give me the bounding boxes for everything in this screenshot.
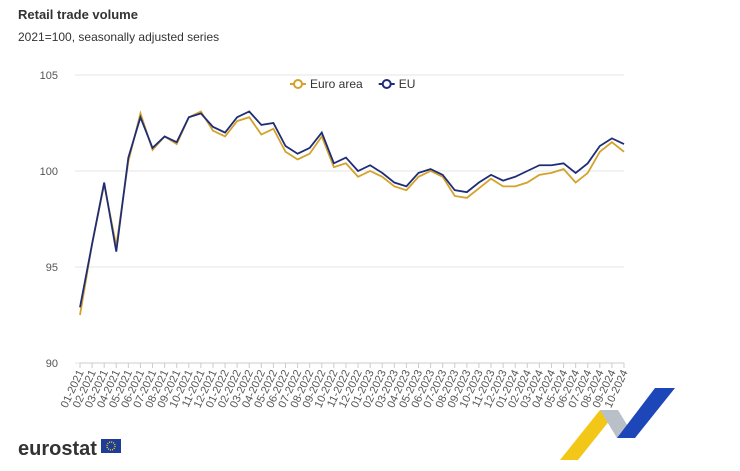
deco-blue — [617, 388, 675, 438]
deco-yellow — [560, 410, 618, 460]
y-tick-label: 100 — [40, 166, 58, 178]
flag-rect — [101, 439, 121, 453]
legend-marker — [381, 79, 392, 89]
y-tick-label: 105 — [40, 70, 58, 82]
logo-text: eurostat — [18, 438, 97, 460]
legend-marker — [293, 79, 303, 89]
series-line — [79, 110, 625, 316]
decoration — [560, 388, 675, 460]
flag-stars — [106, 441, 116, 451]
chart-title: Retail trade volume — [18, 7, 138, 22]
y-tick-label: 95 — [46, 262, 58, 274]
legend-label: EU — [399, 77, 416, 91]
legend-label: Euro area — [310, 77, 363, 91]
eu-flag — [101, 439, 121, 453]
chart-subtitle: 2021=100, seasonally adjusted series — [18, 30, 219, 44]
series-line — [79, 110, 625, 308]
legend: Euro area EU — [290, 77, 415, 91]
y-tick-label: 90 — [46, 358, 58, 370]
